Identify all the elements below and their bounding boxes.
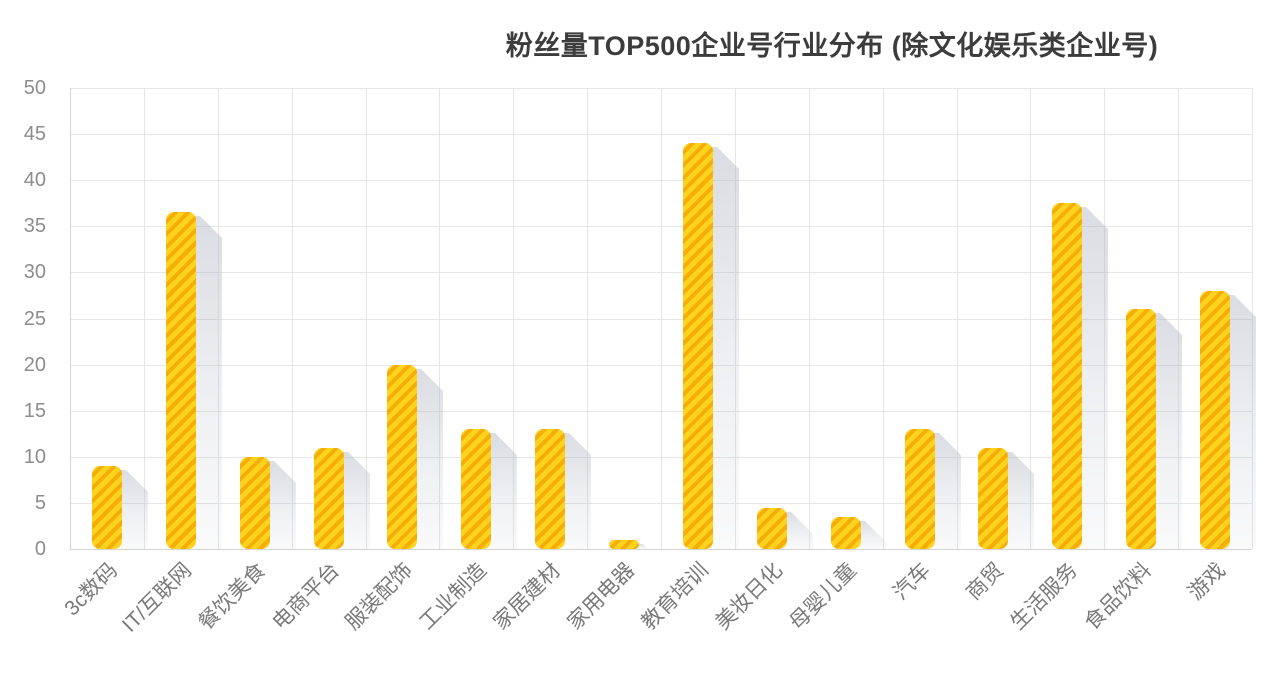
gridline-horizontal [70, 180, 1252, 182]
bar[interactable] [831, 517, 861, 549]
y-axis-tick-label: 25 [23, 307, 46, 330]
bar[interactable] [166, 212, 196, 549]
y-axis-tick-label: 20 [23, 353, 46, 376]
gridline-vertical [1252, 88, 1253, 549]
bar[interactable] [609, 540, 639, 549]
y-axis-tick-label: 50 [23, 77, 46, 99]
x-axis-line [70, 549, 1252, 550]
gridline-horizontal [70, 134, 1252, 136]
bar[interactable] [1052, 203, 1082, 549]
bar[interactable] [535, 429, 565, 549]
gridline-horizontal [70, 318, 1252, 320]
gridline-horizontal [70, 272, 1252, 274]
bar[interactable] [978, 448, 1008, 549]
bar[interactable] [905, 429, 935, 549]
gridline-horizontal [70, 226, 1252, 228]
bar[interactable] [92, 466, 122, 549]
gridline-horizontal [70, 410, 1252, 412]
y-axis-tick-label: 0 [34, 538, 46, 560]
gridline-horizontal [70, 456, 1252, 458]
gridline-horizontal [70, 364, 1252, 366]
bar[interactable] [1200, 291, 1230, 549]
bar[interactable] [1126, 309, 1156, 549]
bar[interactable] [461, 429, 491, 549]
bar[interactable] [683, 143, 713, 549]
y-axis-tick-label: 30 [23, 261, 46, 284]
bar[interactable] [240, 457, 270, 549]
y-axis-line [70, 88, 71, 549]
y-axis-tick-label: 10 [23, 445, 46, 468]
bar-shadow [619, 544, 665, 549]
bar[interactable] [387, 365, 417, 549]
chart-title: 粉丝量TOP500企业号行业分布 (除文化娱乐类企业号) [505, 31, 1159, 61]
bar[interactable] [757, 508, 787, 549]
y-axis-tick-label: 35 [23, 215, 46, 238]
y-axis-tick-label: 45 [23, 123, 46, 146]
y-axis-tick-label: 15 [23, 399, 46, 422]
gridline-horizontal [70, 502, 1252, 504]
y-axis-tick-label: 40 [23, 169, 46, 192]
gridline-horizontal [70, 88, 1252, 89]
bar[interactable] [314, 448, 344, 549]
y-axis-tick-label: 5 [34, 491, 46, 514]
